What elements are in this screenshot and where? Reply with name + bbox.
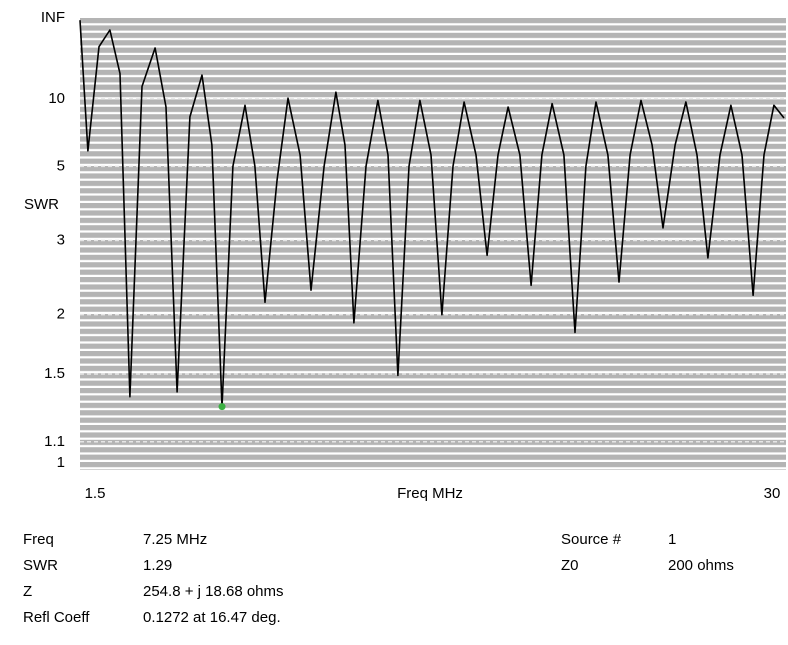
y-axis-label: SWR xyxy=(24,196,59,213)
y-tick-label: 1.1 xyxy=(44,433,65,450)
readout-value: 7.25 MHz xyxy=(143,531,207,548)
readout-label: Refl Coeff xyxy=(23,609,90,626)
swr-curve xyxy=(79,20,785,408)
y-tick-label: 2 xyxy=(57,306,65,323)
frequency-marker xyxy=(218,403,226,411)
readout-value: 200 ohms xyxy=(668,557,734,574)
readout-label: Z xyxy=(23,583,32,600)
y-tick-label: 10 xyxy=(48,90,65,107)
readout-label: Freq xyxy=(23,531,54,548)
x-tick-label: 30 xyxy=(764,485,781,502)
readout-label: Z0 xyxy=(561,557,579,574)
y-tick-label: 1 xyxy=(57,454,65,471)
plot-area xyxy=(80,18,786,470)
y-tick-label: INF xyxy=(41,9,65,26)
readout-label: Source # xyxy=(561,531,622,548)
y-tick-label: 3 xyxy=(57,231,65,248)
readout-value: 1.29 xyxy=(143,557,172,574)
readout-label: SWR xyxy=(23,557,58,574)
readout-value: 1 xyxy=(668,531,676,548)
readout-value: 0.1272 at 16.47 deg. xyxy=(143,609,281,626)
x-axis-label: Freq MHz xyxy=(397,485,463,502)
y-tick-label: 1.5 xyxy=(44,365,65,382)
readout-value: 254.8 + j 18.68 ohms xyxy=(143,583,284,600)
x-tick-label: 1.5 xyxy=(85,485,106,502)
y-tick-label: 5 xyxy=(57,157,65,174)
